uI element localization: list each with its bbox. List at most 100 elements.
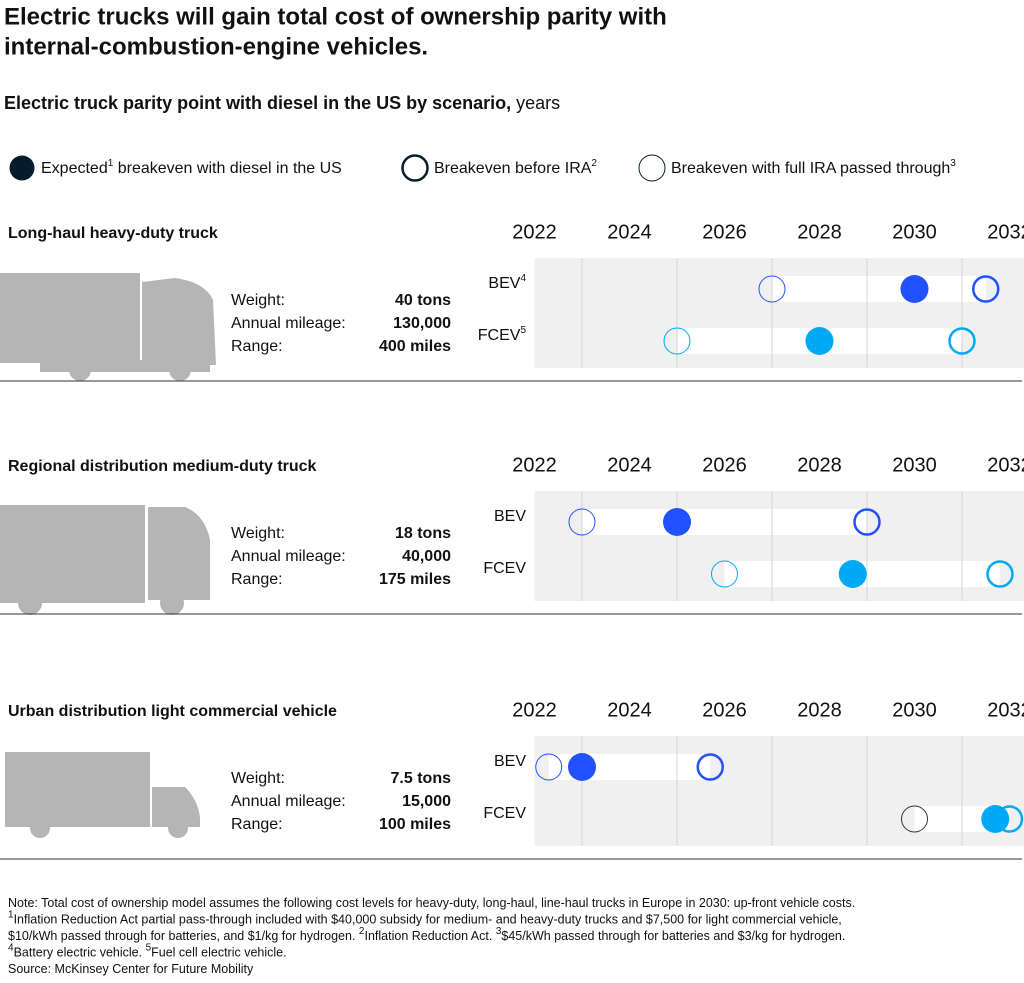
text-segment: $10/kWh passed through for batteries, an… <box>8 929 359 943</box>
spec-value: 400 miles <box>379 338 451 355</box>
spec-value: 100 miles <box>379 816 451 833</box>
panel-title: Urban distribution light commercial vehi… <box>8 703 337 720</box>
category-label: FCEV5 <box>478 325 527 345</box>
x-tick-label: 2030 <box>892 454 937 476</box>
superscript: 3 <box>496 926 502 937</box>
x-tick-label: 2030 <box>892 221 937 243</box>
spec-value: 40 tons <box>395 292 451 309</box>
text-segment: Breakeven before IRA <box>434 160 592 177</box>
spec-label: Annual mileage: <box>231 793 346 810</box>
x-tick-label: 2024 <box>607 699 652 721</box>
x-tick-label: 2026 <box>702 221 747 243</box>
text-segment: Note: Total cost of ownership model assu… <box>8 896 855 910</box>
note-line: Source: McKinsey Center for Future Mobil… <box>8 962 254 976</box>
dot <box>972 275 1000 303</box>
legend-label: Breakeven with full IRA passed through3 <box>671 158 956 178</box>
spec-value: 40,000 <box>402 548 451 565</box>
dot <box>995 805 1024 833</box>
category-text: FCEV <box>483 805 526 822</box>
category-text: BEV <box>494 753 526 770</box>
medium-truck-icon <box>0 505 210 615</box>
x-tick-label: 2032 <box>987 221 1024 243</box>
dot <box>663 508 691 536</box>
x-tick-label: 2032 <box>987 454 1024 476</box>
text-segment: Fuel cell electric vehicle. <box>151 946 286 960</box>
legend-label: Breakeven before IRA2 <box>434 158 597 178</box>
category-label: BEV <box>494 753 526 770</box>
legend-symbol <box>638 154 666 182</box>
spec-label: Weight: <box>231 292 285 309</box>
text-segment: Expected <box>41 160 108 177</box>
x-tick-label: 2030 <box>892 699 937 721</box>
text-segment: Inflation Reduction Act. <box>364 929 495 943</box>
category-label: BEV <box>494 508 526 525</box>
dot <box>948 327 976 355</box>
legend-symbol <box>9 155 35 181</box>
dot <box>838 560 867 588</box>
dot <box>568 753 596 781</box>
title: internal-combustion-engine vehicles. <box>4 33 428 60</box>
category-text: FCEV <box>483 560 526 577</box>
x-tick-label: 2022 <box>512 221 557 243</box>
dot <box>805 327 834 355</box>
dot <box>535 753 563 781</box>
note-line: Note: Total cost of ownership model assu… <box>8 896 855 910</box>
x-tick-label: 2028 <box>797 699 842 721</box>
subtitle: Electric truck parity point with diesel … <box>4 93 560 113</box>
dot <box>696 753 724 781</box>
dot <box>758 275 786 303</box>
spec-label: Annual mileage: <box>231 548 346 565</box>
superscript: 4 <box>8 942 14 953</box>
category-label: FCEV <box>483 805 526 822</box>
x-tick-label: 2032 <box>987 699 1024 721</box>
heavy-truck-icon <box>0 273 216 381</box>
spec-value: 175 miles <box>379 571 451 588</box>
dot <box>711 560 738 588</box>
spec-label: Range: <box>231 338 283 355</box>
category-text: BEV <box>494 508 526 525</box>
dot <box>663 327 691 355</box>
spec-value: 7.5 tons <box>391 770 452 787</box>
text-segment: Inflation Reduction Act partial pass-thr… <box>14 913 842 927</box>
category-text: FCEV <box>478 327 521 344</box>
x-tick-label: 2022 <box>512 699 557 721</box>
dot <box>568 508 596 536</box>
dot <box>981 805 1010 833</box>
x-tick-label: 2026 <box>702 454 747 476</box>
x-tick-label: 2026 <box>702 699 747 721</box>
range-band <box>772 276 986 302</box>
x-tick-label: 2028 <box>797 221 842 243</box>
spec-value: 130,000 <box>393 315 451 332</box>
category-text: BEV <box>488 275 520 292</box>
x-tick-label: 2024 <box>607 221 652 243</box>
note-line: 1Inflation Reduction Act partial pass-th… <box>8 909 842 927</box>
superscript: 4 <box>520 273 526 284</box>
subtitle-text: Electric truck parity point with diesel … <box>4 93 511 113</box>
x-tick-label: 2028 <box>797 454 842 476</box>
text-segment: Battery electric vehicle. <box>14 946 146 960</box>
legend-symbol <box>401 154 429 182</box>
category-label: BEV4 <box>488 273 526 293</box>
text-segment: $45/kWh passed through for batteries and… <box>501 929 845 943</box>
spec-label: Range: <box>231 816 283 833</box>
panel-title: Regional distribution medium-duty truck <box>8 458 317 475</box>
spec-label: Range: <box>231 571 283 588</box>
spec-value: 18 tons <box>395 525 451 542</box>
spec-label: Weight: <box>231 525 285 542</box>
category-label: FCEV <box>483 560 526 577</box>
superscript: 1 <box>8 909 14 920</box>
light-truck-icon <box>5 752 200 838</box>
spec-label: Weight: <box>231 770 285 787</box>
dot <box>986 560 1014 588</box>
title: Electric trucks will gain total cost of … <box>4 3 667 30</box>
spec-value: 15,000 <box>402 793 451 810</box>
legend-label: Expected1 breakeven with diesel in the U… <box>41 158 342 178</box>
x-tick-label: 2022 <box>512 454 557 476</box>
superscript: 5 <box>520 325 526 336</box>
superscript: 2 <box>591 158 597 169</box>
range-band <box>582 509 867 535</box>
text-segment: Source: McKinsey Center for Future Mobil… <box>8 962 254 976</box>
note-line: 4Battery electric vehicle. 5Fuel cell el… <box>8 942 287 960</box>
superscript: 2 <box>359 926 365 937</box>
